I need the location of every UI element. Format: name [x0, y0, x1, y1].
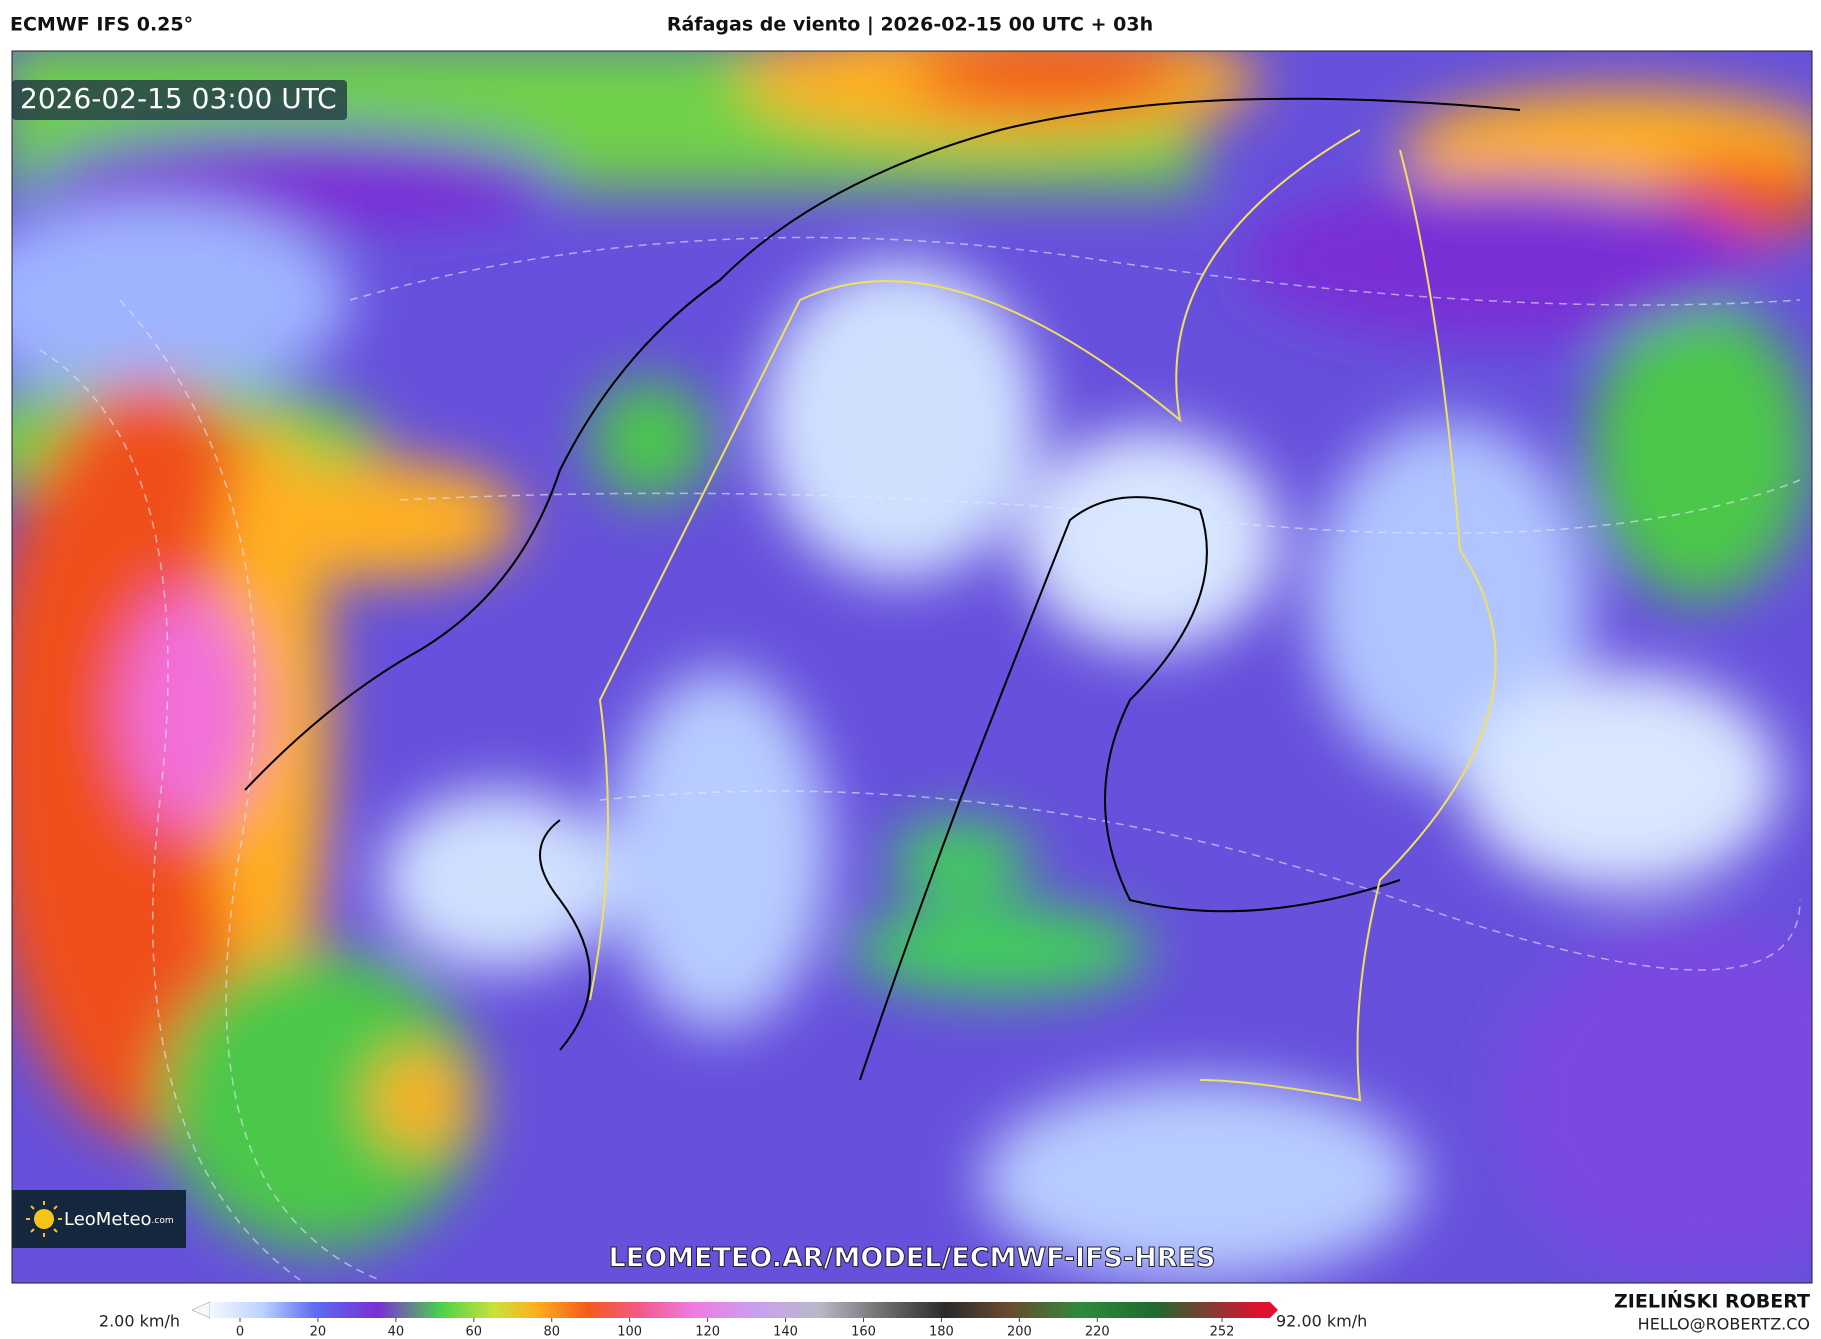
- map-title: Ráfagas de viento | 2026-02-15 00 UTC + …: [667, 14, 1153, 36]
- colorbar-tick-label: 40: [388, 1325, 405, 1339]
- colorbar: [210, 1302, 1260, 1318]
- colorbar-min-label: 2.00 km/h: [99, 1312, 180, 1331]
- colorbar-tick-label: 200: [1007, 1325, 1032, 1339]
- map: 2026-02-15 03:00 UTC LeoMeteo.com LEOMET…: [12, 51, 1812, 1283]
- credit-email: HELLO@ROBERTZ.CO: [1638, 1315, 1810, 1334]
- model-name: ECMWF IFS 0.25°: [10, 14, 193, 36]
- logo-suffix: .com: [152, 1216, 174, 1226]
- colorbar-tick-label: 100: [617, 1325, 642, 1339]
- colorbar-tick-label: 220: [1085, 1325, 1110, 1339]
- colorbar-tick-label: 20: [310, 1325, 327, 1339]
- colorbar-tick-label: 80: [543, 1325, 560, 1339]
- colorbar-tick-label: 0: [236, 1325, 244, 1339]
- watermark: LEOMETEO.AR/MODEL/ECMWF-IFS-HRES: [609, 1243, 1216, 1274]
- colorbar-tick-label: 120: [695, 1325, 720, 1339]
- colorbar-max-label: 92.00 km/h: [1276, 1312, 1367, 1331]
- colorbar-tick-label: 160: [851, 1325, 876, 1339]
- logo-name: LeoMeteo: [64, 1209, 152, 1230]
- colorbar-tick-label: 180: [929, 1325, 954, 1339]
- map-timestamp: 2026-02-15 03:00 UTC: [20, 82, 337, 115]
- logo: LeoMeteo.com: [64, 1209, 174, 1230]
- credit-name: ZIELIŃSKI ROBERT: [1614, 1290, 1810, 1313]
- colorbar-tick-label: 252: [1210, 1325, 1235, 1339]
- colorbar-tick-label: 60: [466, 1325, 483, 1339]
- colorbar-tick-label: 140: [773, 1325, 798, 1339]
